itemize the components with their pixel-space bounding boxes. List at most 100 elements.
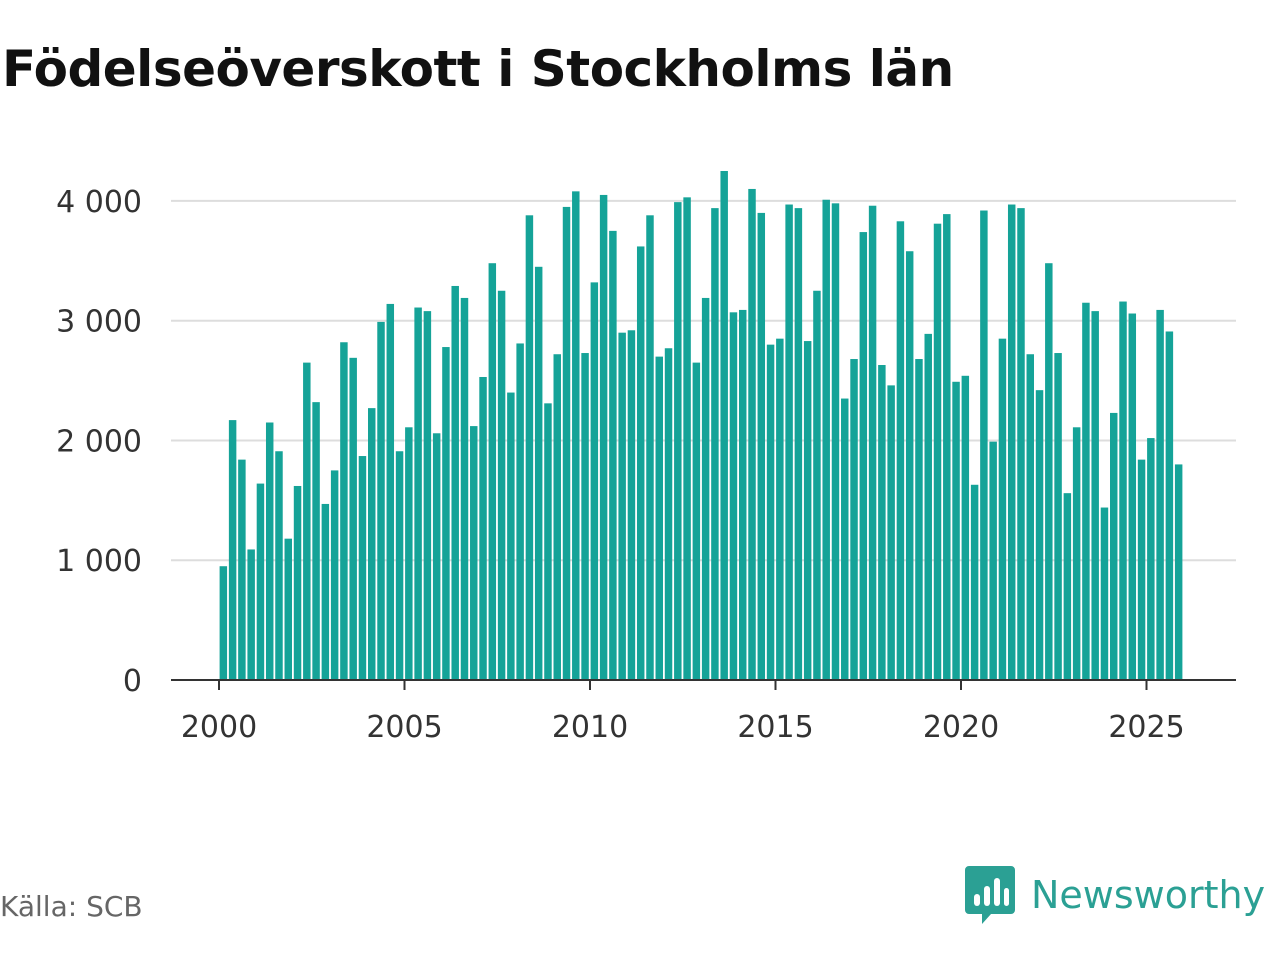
- bar: [961, 375, 970, 680]
- bar: [451, 285, 459, 680]
- bar: [275, 451, 283, 680]
- bar: [497, 290, 506, 680]
- bar: [822, 199, 830, 681]
- bar: [831, 203, 840, 681]
- y-axis-ticks: 0 1 000 2 000 3 000 4 000: [56, 185, 142, 699]
- bar: [692, 362, 701, 680]
- bar: [748, 188, 756, 680]
- bar: [1054, 353, 1062, 680]
- bar: [1100, 507, 1109, 680]
- bar: [868, 205, 877, 680]
- bar: [1091, 311, 1099, 680]
- bar: [572, 191, 580, 681]
- bar: [1026, 354, 1034, 680]
- bar: [368, 408, 376, 680]
- bar: [1007, 204, 1016, 680]
- bar: [896, 221, 905, 680]
- x-axis-ticks: 2000 2005 2010 2015 2020 2025: [181, 680, 1185, 745]
- bar: [757, 212, 766, 680]
- bar: [488, 263, 497, 680]
- bar: [980, 210, 988, 680]
- bar: [562, 206, 571, 680]
- bar: [330, 470, 339, 680]
- bar: [618, 332, 626, 680]
- bar: [581, 353, 589, 680]
- bar: [636, 246, 645, 680]
- bar: [553, 354, 561, 680]
- bar: [609, 230, 617, 681]
- bar: [516, 343, 524, 680]
- bar: [850, 359, 858, 680]
- bar: [915, 359, 923, 680]
- bar: [507, 392, 515, 680]
- bar: [1017, 208, 1025, 680]
- bar: [470, 426, 478, 680]
- bar: [1147, 438, 1155, 680]
- bar: [878, 365, 886, 680]
- bar: [970, 484, 979, 680]
- x-tick-label: 2025: [1108, 710, 1184, 745]
- bar: [599, 194, 608, 680]
- bar: [303, 362, 311, 680]
- bar: [442, 347, 450, 680]
- bar: [525, 215, 534, 681]
- bar: [674, 202, 682, 680]
- x-tick-label: 2015: [737, 710, 813, 745]
- bar: [247, 549, 255, 680]
- newsworthy-logo[interactable]: Newsworthy: [965, 866, 1265, 924]
- bar: [1082, 302, 1090, 680]
- bar: [395, 451, 404, 680]
- bar: [766, 344, 775, 680]
- x-tick-label: 2005: [366, 710, 442, 745]
- bar: [414, 307, 422, 680]
- bar: [701, 297, 710, 680]
- bar: [1063, 493, 1072, 680]
- bar: [989, 441, 997, 680]
- bar: [1156, 309, 1164, 680]
- bar: [1119, 301, 1127, 680]
- bar: [1165, 331, 1174, 680]
- bar: [340, 342, 348, 680]
- bar: [664, 348, 673, 680]
- bar: [627, 330, 636, 680]
- bar: [238, 459, 246, 680]
- brand-name: Newsworthy: [1031, 873, 1266, 917]
- bar: [256, 483, 265, 680]
- bar: [905, 251, 914, 681]
- newsworthy-logo-icon: [965, 866, 1015, 924]
- y-tick-label: 0: [123, 664, 142, 699]
- bar-series: [219, 170, 1183, 681]
- y-tick-label: 1 000: [56, 544, 142, 579]
- chart-title: Födelseöverskott i Stockholms län: [2, 40, 954, 98]
- bar: [479, 376, 487, 680]
- bar: [1110, 412, 1118, 680]
- bar: [859, 232, 868, 680]
- bar: [534, 266, 543, 680]
- y-tick-label: 3 000: [56, 305, 142, 340]
- bar: [293, 485, 302, 680]
- bar: [998, 338, 1007, 680]
- bar: [813, 290, 821, 680]
- bar: [794, 208, 803, 680]
- bar: [405, 427, 413, 680]
- bar: [590, 282, 599, 680]
- bar: [460, 297, 469, 680]
- bar: [377, 321, 385, 680]
- bar: [386, 303, 395, 680]
- bar: [646, 215, 654, 681]
- bar: [943, 214, 951, 680]
- bar: [1045, 263, 1053, 680]
- bar: [1035, 390, 1044, 680]
- bar: [423, 311, 432, 680]
- bar: [284, 538, 292, 680]
- bar: [1174, 464, 1183, 680]
- bar: [785, 204, 793, 680]
- x-tick-label: 2020: [923, 710, 999, 745]
- bar: [933, 223, 942, 681]
- bar: [841, 398, 849, 680]
- bar: [739, 309, 747, 680]
- bar: [655, 356, 663, 680]
- bar: [924, 333, 932, 680]
- source-note: Källa: SCB: [0, 890, 143, 923]
